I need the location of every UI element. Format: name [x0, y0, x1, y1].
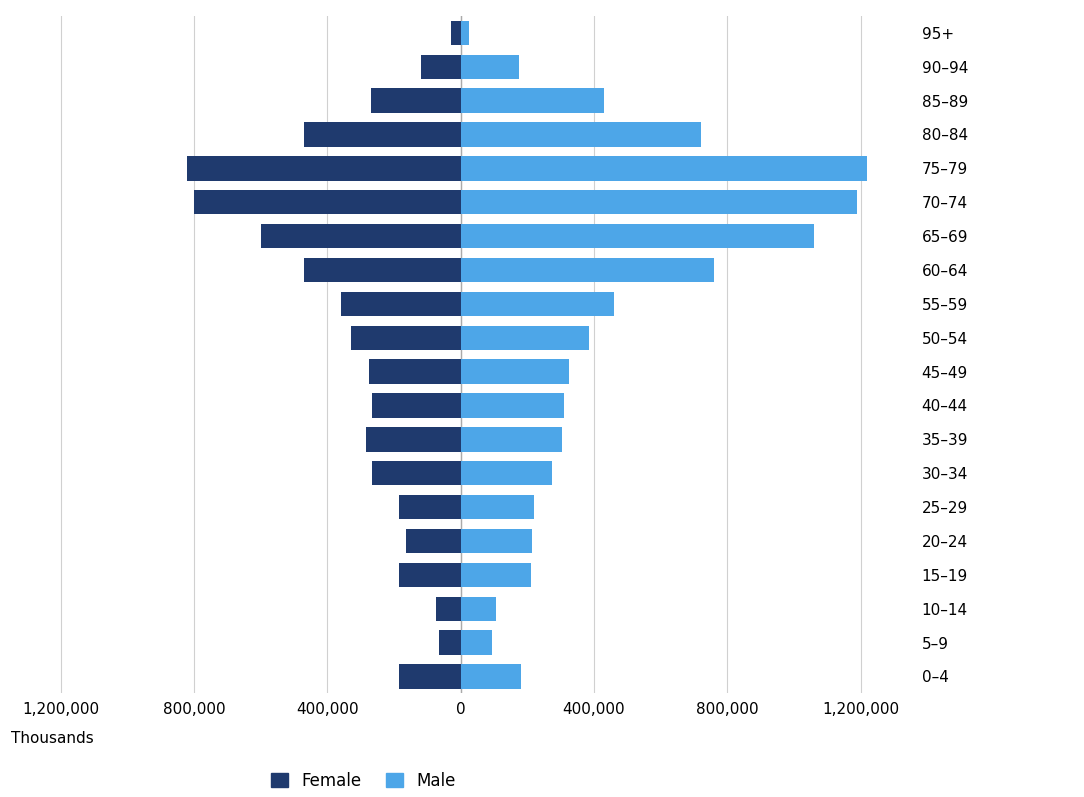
Bar	[461, 54, 519, 79]
Bar	[461, 359, 569, 384]
Bar	[261, 224, 461, 249]
Bar	[194, 190, 461, 214]
Bar	[451, 21, 461, 45]
Bar	[461, 325, 589, 350]
Bar	[436, 596, 461, 621]
Bar	[461, 190, 857, 214]
Bar	[369, 359, 461, 384]
Bar	[461, 224, 814, 249]
Bar	[305, 257, 461, 282]
Bar	[373, 393, 461, 418]
Bar	[461, 528, 532, 553]
Bar	[461, 122, 700, 147]
Bar	[188, 156, 461, 181]
Bar	[399, 495, 461, 520]
Bar	[439, 630, 461, 655]
Bar	[371, 88, 461, 113]
Bar	[461, 596, 495, 621]
Legend: Female, Male: Female, Male	[271, 772, 455, 790]
Bar	[421, 54, 461, 79]
Bar	[461, 156, 867, 181]
Bar	[399, 563, 461, 587]
Bar	[461, 495, 534, 520]
Bar	[461, 427, 563, 452]
Bar	[461, 563, 531, 587]
Bar	[461, 461, 553, 485]
Bar	[365, 427, 461, 452]
Bar	[373, 461, 461, 485]
Bar	[461, 257, 714, 282]
Bar	[461, 88, 604, 113]
Bar	[461, 292, 614, 316]
Bar	[461, 664, 520, 689]
Bar	[461, 393, 564, 418]
Bar	[340, 292, 461, 316]
Bar	[461, 630, 492, 655]
Bar	[305, 122, 461, 147]
Text: Thousands: Thousands	[11, 731, 93, 746]
Bar	[461, 21, 469, 45]
Bar	[405, 528, 461, 553]
Bar	[399, 664, 461, 689]
Bar	[351, 325, 461, 350]
